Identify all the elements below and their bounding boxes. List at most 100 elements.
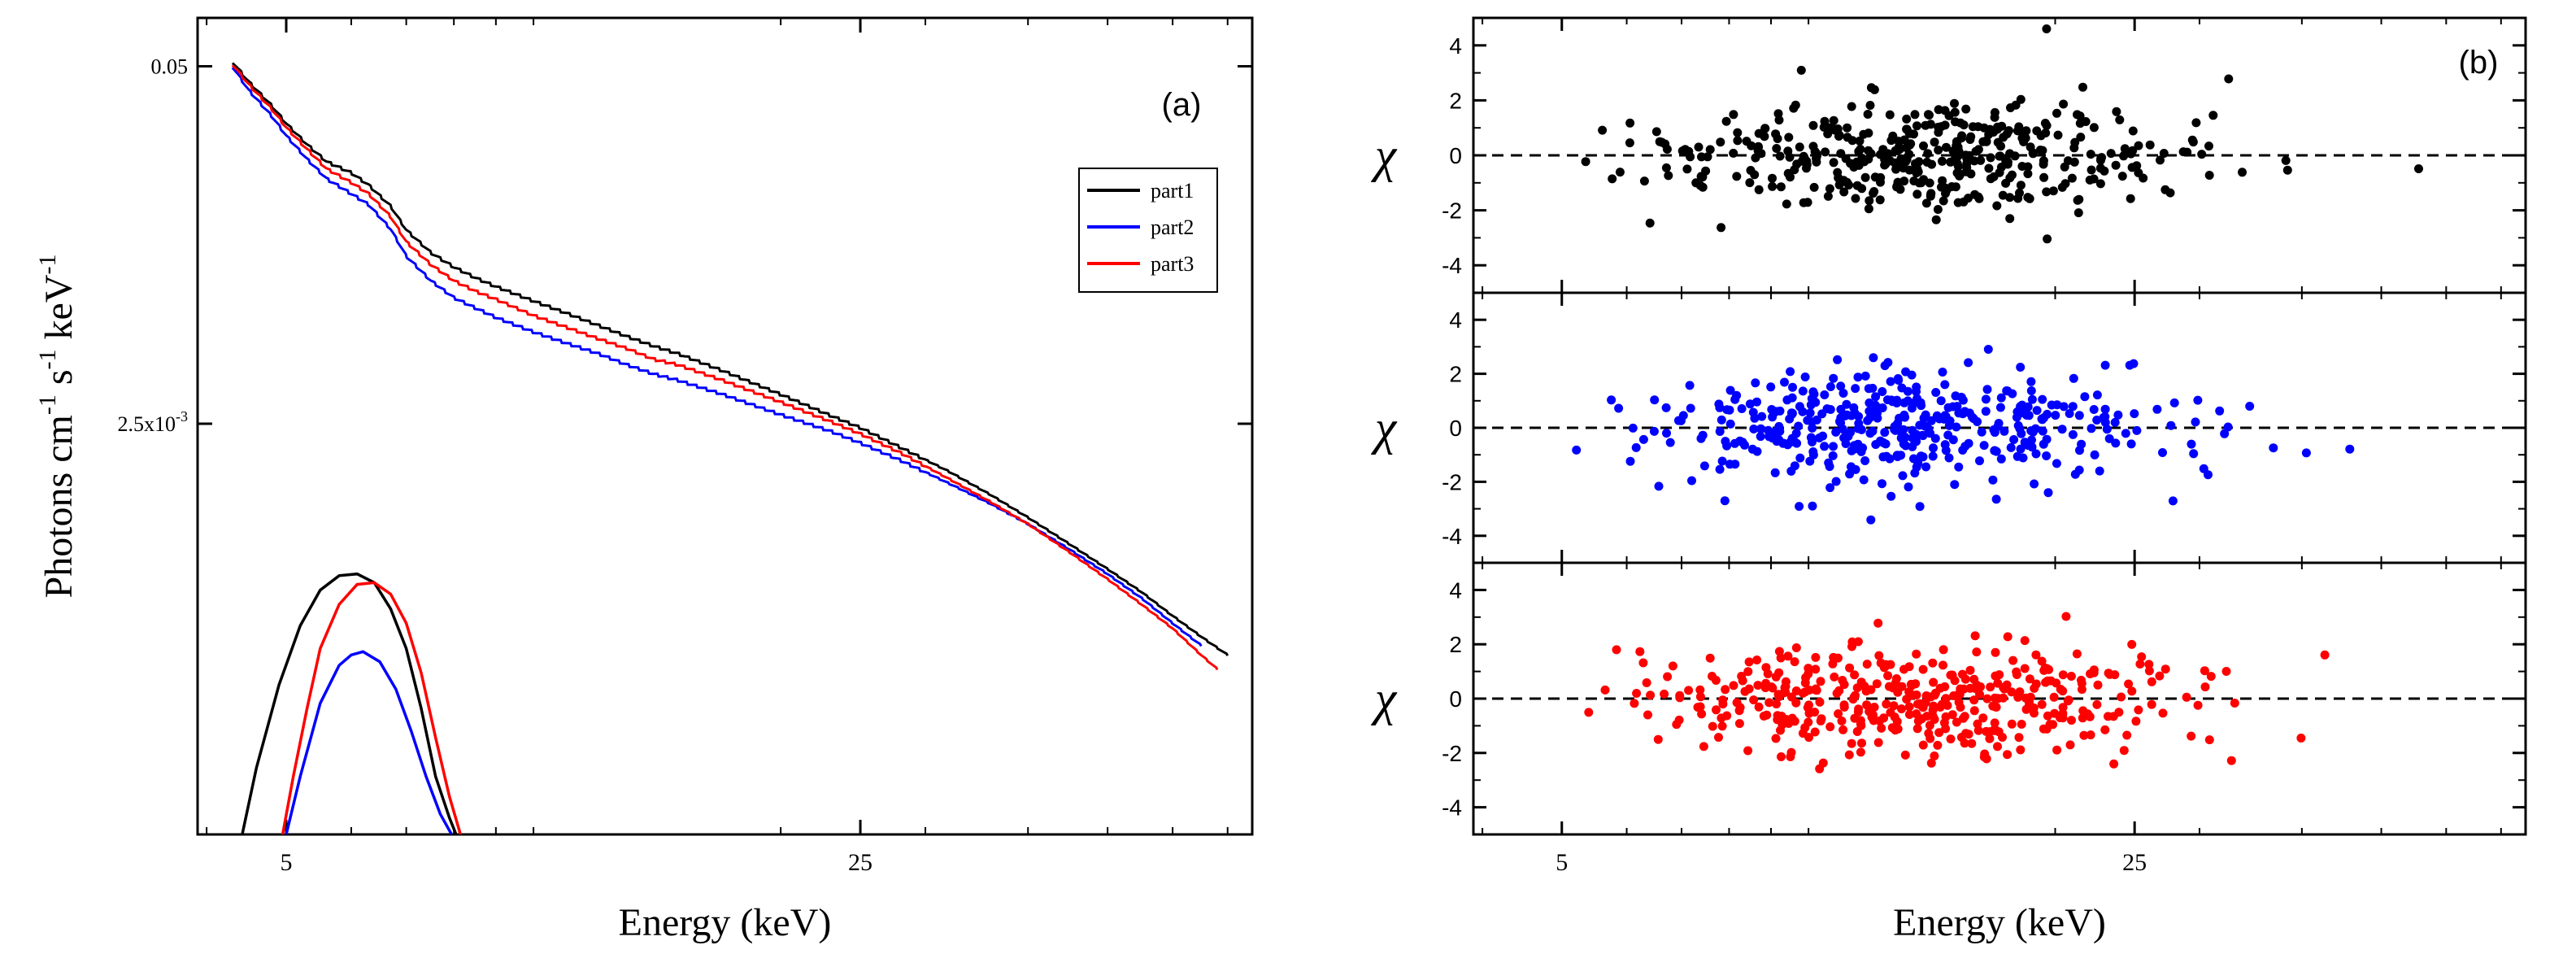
residual-point-part3 (2093, 680, 2103, 690)
residual-point-part2 (2102, 425, 2112, 434)
residual-point-part2 (1614, 403, 1624, 413)
residual-point-part3 (1774, 647, 1784, 656)
residual-point-part3 (2049, 692, 2059, 702)
residual-y-tick-label: -4 (1442, 795, 1462, 821)
residual-point-part1 (1860, 172, 1870, 182)
residual-point-part1 (1925, 178, 1934, 188)
residual-point-part1 (1782, 199, 1791, 209)
residual-point-part2 (1805, 408, 1815, 418)
residual-point-part2 (1899, 425, 1908, 434)
residual-y-tick-label: 2 (1449, 632, 1462, 657)
residual-point-part3 (1810, 708, 1820, 717)
spectrum-axis-ticks (198, 18, 1252, 834)
residual-point-part2 (1975, 456, 1984, 466)
residual-point-part3 (2135, 660, 2145, 669)
residual-point-part3 (1935, 703, 1945, 712)
residual-point-part3 (1832, 689, 1842, 698)
residual-point-part2 (1828, 451, 1838, 460)
residual-point-part2 (2152, 404, 2162, 414)
residual-point-part3 (1851, 690, 1860, 700)
residual-point-part2 (1572, 445, 1582, 455)
residual-point-part3 (2058, 713, 2068, 723)
residual-point-part1 (1651, 127, 1661, 137)
residual-point-part2 (1808, 501, 1817, 511)
residual-point-part2 (2006, 442, 2016, 452)
residual-point-part3 (2104, 712, 2113, 721)
residual-point-part2 (2132, 425, 2142, 435)
residual-point-part1 (2060, 179, 2070, 189)
residual-point-part2 (2021, 411, 2031, 420)
residual-point-part1 (1942, 142, 1951, 152)
residual-point-part2 (2026, 426, 2036, 436)
residual-point-part3 (2077, 685, 2086, 695)
residual-point-part3 (1999, 684, 2009, 694)
residual-point-part2 (2080, 392, 2090, 402)
residual-point-part1 (2095, 179, 2105, 189)
residual-point-part1 (1938, 156, 1947, 166)
residual-y-tick-label: -4 (1442, 253, 1462, 278)
residual-point-part1 (1931, 215, 1941, 224)
residual-point-part2 (2032, 406, 2042, 416)
residual-point-part3 (1810, 727, 1820, 737)
residual-point-part1 (2073, 110, 2082, 120)
residual-point-part2 (1863, 416, 1873, 425)
ylabel-exponent: -1 (34, 254, 61, 274)
residual-point-part2 (1854, 412, 1864, 421)
residual-point-part1 (2043, 234, 2052, 244)
residual-point-part1 (1662, 145, 1672, 154)
residual-point-part2 (2074, 465, 2084, 475)
residual-point-part3 (1964, 730, 1973, 739)
residual-point-part1 (2191, 118, 2201, 128)
residual-point-part3 (1838, 725, 1848, 734)
spectrum-y-axis-label: Photons cm-1 s-1 keV-1 (34, 254, 80, 598)
residual-point-part1 (2197, 150, 2207, 159)
residual-point-part2 (2126, 439, 2136, 449)
residual-point-part3 (1993, 694, 2003, 703)
residual-point-part2 (1722, 405, 1732, 415)
residual-point-part3 (1994, 727, 2004, 737)
ylabel-part: Photons cm (37, 415, 80, 598)
residual-point-part1 (2132, 161, 2142, 171)
residual-point-part3 (1653, 734, 1663, 744)
residual-point-part2 (2031, 449, 2041, 459)
residual-point-part1 (1809, 182, 1819, 192)
residual-point-part2 (1698, 430, 1708, 440)
residual-point-part3 (2025, 674, 2034, 684)
residual-point-part2 (1886, 377, 1895, 386)
residual-point-part3 (1874, 651, 1884, 660)
residual-point-part2 (1786, 438, 1795, 447)
residual-point-part1 (1924, 110, 1933, 120)
residual-point-part3 (1711, 676, 1721, 685)
residual-point-part1 (1910, 110, 1920, 120)
residual-point-part1 (2005, 193, 2015, 203)
residual-point-part3 (2043, 676, 2052, 686)
residual-point-part2 (1890, 421, 1899, 431)
residual-point-part3 (1956, 703, 1965, 712)
residual-point-part3 (1816, 677, 1825, 686)
residual-point-part2 (1860, 371, 1870, 381)
residual-point-part3 (1781, 677, 1791, 686)
residual-point-part3 (1743, 667, 1753, 677)
residual-point-part2 (1865, 398, 1874, 407)
residual-point-part3 (2147, 677, 2156, 686)
residual-point-part1 (2204, 171, 2214, 180)
residual-point-part3 (1918, 740, 1928, 750)
residual-point-part1 (2040, 119, 2050, 128)
residual-point-part3 (1982, 754, 1991, 764)
residual-point-part3 (2058, 686, 2068, 696)
spectrum-y-tick-label-0.05: 0.05 (151, 54, 189, 78)
residual-point-part3 (1752, 656, 1762, 664)
residual-point-part3 (2114, 708, 2124, 717)
residual-point-part2 (1871, 440, 1881, 449)
residual-point-part3 (1930, 751, 1939, 760)
residual-point-part1 (2042, 24, 2052, 33)
residual-point-part3 (1729, 681, 1738, 690)
residual-point-part3 (1714, 733, 1723, 743)
residual-point-part1 (2052, 108, 2061, 118)
residual-point-part1 (1705, 145, 1715, 155)
residual-point-part1 (1772, 144, 1782, 153)
residual-point-part2 (2016, 444, 2026, 454)
residual-point-part2 (1915, 420, 1925, 430)
residual-point-part3 (2037, 656, 2047, 666)
